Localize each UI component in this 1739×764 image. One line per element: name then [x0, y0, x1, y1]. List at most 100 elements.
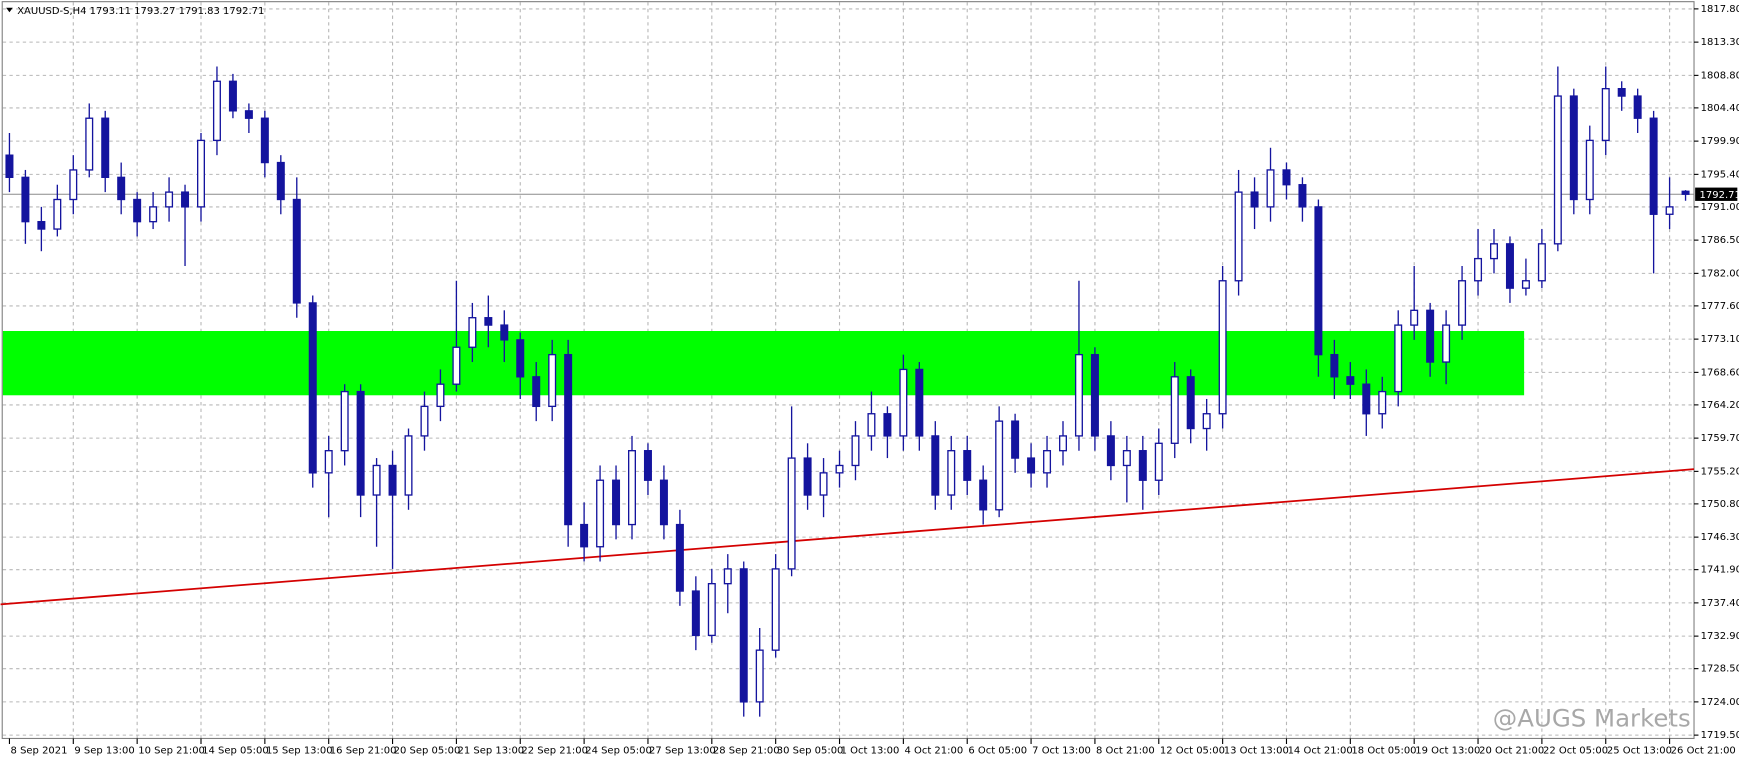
- candle-body: [21, 176, 30, 223]
- y-tick-label: 1804.40: [1701, 103, 1739, 114]
- trendline: [0, 468, 1695, 606]
- y-tick-label: 1795.40: [1701, 169, 1739, 180]
- candle-body: [659, 479, 668, 526]
- candle-body: [228, 80, 237, 112]
- candle-body: [436, 383, 445, 408]
- candle-body: [404, 435, 413, 496]
- candle-body: [1282, 169, 1291, 186]
- x-tick-label: 28 Sep 21:00: [713, 746, 780, 757]
- candle-body: [548, 353, 557, 408]
- candle-body: [1138, 450, 1147, 481]
- candle-body: [1298, 184, 1307, 208]
- watermark: @AUGS Markets: [1493, 704, 1691, 733]
- y-tick-label: 1808.80: [1701, 70, 1739, 81]
- x-tick-label: 9 Sep 13:00: [74, 746, 134, 757]
- candle-body: [787, 457, 796, 570]
- candle-body: [1442, 324, 1451, 363]
- candle-body: [947, 450, 956, 496]
- candle-body: [516, 339, 525, 378]
- candle-body: [468, 317, 477, 348]
- x-tick-label: 8 Oct 21:00: [1096, 746, 1155, 757]
- x-tick-label: 1 Oct 13:00: [841, 746, 900, 757]
- x-tick-label: 24 Sep 05:00: [585, 746, 652, 757]
- x-tick-label: 30 Sep 05:00: [777, 746, 844, 757]
- candle-body: [1553, 95, 1562, 245]
- y-tick-label: 1759.70: [1701, 433, 1739, 444]
- y-tick-label: 1737.40: [1701, 598, 1739, 609]
- x-tick-label: 4 Oct 21:00: [904, 746, 963, 757]
- y-tick-label: 1764.20: [1701, 400, 1739, 411]
- candle-body: [1043, 450, 1052, 474]
- candle-body: [1378, 390, 1387, 415]
- candle-body: [452, 346, 461, 385]
- candle-body: [324, 450, 333, 474]
- x-tick-label: 14 Oct 21:00: [1288, 746, 1353, 757]
- y-tick-label: 1728.50: [1701, 664, 1739, 675]
- candle-body: [1154, 442, 1163, 481]
- candle-body: [1585, 139, 1594, 201]
- last-price-box: [1695, 187, 1738, 201]
- candle-body: [244, 110, 253, 119]
- x-tick-label: 25 Oct 13:00: [1607, 746, 1672, 757]
- candle-body: [931, 435, 940, 496]
- candle-body: [1266, 169, 1275, 208]
- candle-body: [1633, 95, 1642, 119]
- candle-body: [308, 302, 317, 474]
- x-tick-label: 12 Oct 05:00: [1160, 746, 1225, 757]
- y-tick-label: 1746.30: [1701, 532, 1739, 543]
- candle-body: [420, 405, 429, 437]
- candle-body: [1314, 206, 1323, 356]
- candle-body: [1122, 450, 1131, 467]
- candle-body: [117, 176, 126, 201]
- zone: [2, 331, 1525, 396]
- plot-frame: [1, 1, 1695, 740]
- y-tick-label: 1773.10: [1701, 334, 1739, 345]
- candle-body: [1090, 353, 1099, 437]
- x-tick-label: 6 Oct 05:00: [968, 746, 1027, 757]
- candle-body: [1458, 280, 1467, 326]
- y-tick-label: 1750.80: [1701, 499, 1739, 510]
- candle-body: [1186, 376, 1195, 430]
- x-tick-label: 8 Sep 2021: [11, 746, 68, 757]
- candle-body: [1537, 243, 1546, 282]
- plot-area: [2, 2, 1695, 739]
- candle-body: [819, 472, 828, 496]
- candle-body: [707, 583, 716, 637]
- candle-body: [1250, 191, 1259, 208]
- x-tick-label: 10 Sep 21:00: [138, 746, 205, 757]
- candle-body: [1170, 376, 1179, 444]
- candle-body: [867, 413, 876, 437]
- x-tick-label: 15 Sep 13:00: [266, 746, 333, 757]
- menu-triangle: [6, 7, 13, 13]
- x-tick-label: 22 Oct 05:00: [1543, 746, 1608, 757]
- candle-body: [85, 117, 94, 171]
- candle-body: [356, 390, 365, 496]
- candle-body: [260, 117, 269, 164]
- candle-body: [165, 191, 174, 208]
- candle-body: [1426, 309, 1435, 363]
- candle-body: [532, 376, 541, 408]
- candle-body: [1218, 280, 1227, 415]
- y-tick-label: 1719.50: [1701, 730, 1739, 741]
- candle-body: [691, 590, 700, 637]
- candle-body: [1474, 257, 1483, 282]
- candle-body: [1521, 280, 1530, 289]
- y-tick-label: 1768.60: [1701, 367, 1739, 378]
- x-tick-label: 14 Sep 05:00: [202, 746, 269, 757]
- candle-body: [1234, 191, 1243, 282]
- candle-body: [292, 198, 301, 304]
- candle-body: [484, 317, 493, 326]
- candle-body: [835, 464, 844, 474]
- candle-body: [1074, 353, 1083, 437]
- x-tick-label: 16 Sep 21:00: [330, 746, 397, 757]
- x-tick-label: 20 Sep 05:00: [394, 746, 461, 757]
- candle-body: [963, 450, 972, 481]
- last-price-label: 1792.71: [1700, 190, 1739, 201]
- candle-body: [1681, 190, 1690, 195]
- candle-body: [1490, 243, 1498, 260]
- candle-body: [1362, 383, 1371, 415]
- candle-body: [723, 568, 732, 585]
- y-tick-label: 1755.20: [1701, 466, 1739, 477]
- candle-body: [915, 368, 924, 437]
